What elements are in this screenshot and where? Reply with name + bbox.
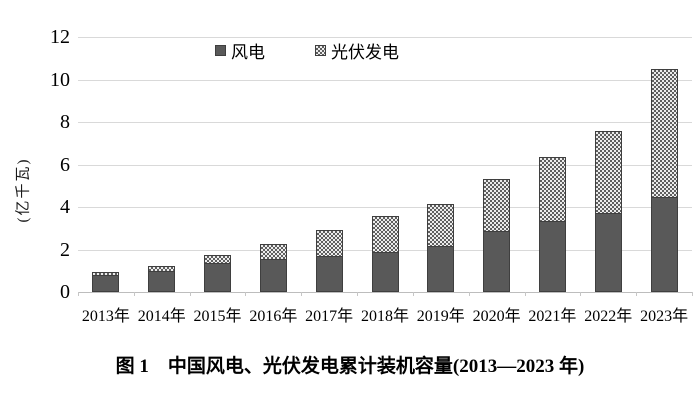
x-tick-label-2016年: 2016年	[249, 308, 298, 325]
solar-segment-2023年	[650, 68, 678, 199]
solar-segment-2020年	[483, 178, 511, 233]
bar-2015年	[204, 255, 232, 292]
y-tick-label-8: 8	[60, 111, 70, 133]
x-tick-label-2018年: 2018年	[360, 308, 409, 325]
wind-segment-2014年	[148, 271, 176, 292]
wind-segment-2016年	[259, 260, 287, 292]
x-tick-label-2013年: 2013年	[81, 308, 130, 325]
y-tick-label-2: 2	[60, 238, 70, 261]
figure-caption: 图 1 中国风电、光伏发电累计装机容量(2013—2023 年)	[115, 356, 585, 377]
legend-item-solar: 光伏发电	[315, 38, 399, 63]
x-tick-label-2020年: 2020年	[472, 308, 521, 325]
bar-2013年	[92, 271, 120, 292]
legend: 风电 光伏发电	[215, 38, 399, 63]
solar-segment-2015年	[204, 255, 232, 265]
gridline-8	[78, 122, 692, 123]
wind-segment-2019年	[427, 247, 455, 292]
bar-2014年	[148, 265, 176, 292]
x-tick-label-2015年: 2015年	[193, 308, 242, 325]
plot-area	[78, 37, 692, 293]
bar-2022年	[594, 130, 622, 292]
bar-2017年	[315, 229, 343, 292]
legend-item-wind: 风电	[215, 38, 265, 63]
bar-2018年	[371, 215, 399, 292]
y-tick-label-12: 12	[50, 26, 70, 48]
wind-series-label: 风电	[231, 43, 265, 62]
y-tick-label-6: 6	[60, 153, 70, 176]
solar-segment-2021年	[538, 157, 566, 223]
solar-segment-2019年	[427, 204, 455, 248]
solar-segment-2022年	[594, 130, 622, 215]
solar-segment-2016年	[259, 243, 287, 261]
x-tick-label-2023年: 2023年	[640, 308, 689, 325]
bar-2020年	[483, 178, 511, 292]
solar-series-swatch-icon	[315, 45, 326, 56]
gridline-6	[78, 164, 692, 166]
solar-series-label: 光伏发电	[331, 43, 399, 62]
x-tick-label-2021年: 2021年	[528, 308, 577, 325]
solar-segment-2013年	[92, 271, 120, 276]
wind-series-swatch-icon	[215, 45, 226, 56]
y-tick-label-10: 10	[50, 68, 70, 91]
wind-segment-2017年	[315, 257, 343, 292]
gridline-4	[78, 207, 692, 208]
wind-segment-2013年	[92, 275, 120, 292]
y-axis-title: (亿千瓦)	[15, 157, 32, 223]
x-tick-label-2014年: 2014年	[137, 308, 186, 325]
gridline-10	[78, 79, 692, 81]
x-axis-tick-mark	[692, 292, 693, 296]
bar-2021年	[538, 157, 566, 292]
wind-segment-2022年	[594, 214, 622, 292]
x-tick-label-2017年: 2017年	[305, 308, 354, 325]
wind-segment-2018年	[371, 252, 399, 292]
x-tick-label-2019年: 2019年	[416, 308, 465, 325]
wind-segment-2021年	[538, 222, 566, 292]
gridline-12	[78, 37, 692, 38]
bar-2023年	[650, 68, 678, 292]
bar-2019年	[427, 204, 455, 292]
wind-segment-2023年	[650, 198, 678, 292]
solar-segment-2017年	[315, 229, 343, 258]
x-axis-line	[78, 292, 692, 293]
x-tick-label-2022年: 2022年	[584, 308, 633, 325]
solar-segment-2014年	[148, 265, 176, 272]
y-tick-label-0: 0	[60, 281, 70, 303]
y-tick-label-4: 4	[60, 196, 70, 218]
wind-segment-2020年	[483, 232, 511, 292]
solar-segment-2018年	[371, 215, 399, 253]
bar-2016年	[259, 243, 287, 292]
wind-segment-2015年	[204, 264, 232, 292]
